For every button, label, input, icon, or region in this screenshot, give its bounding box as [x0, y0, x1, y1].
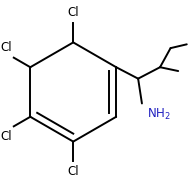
Text: Cl: Cl: [0, 41, 12, 54]
Text: Cl: Cl: [67, 6, 79, 19]
Text: Cl: Cl: [67, 165, 79, 178]
Text: NH$_2$: NH$_2$: [147, 107, 171, 122]
Text: Cl: Cl: [0, 130, 12, 143]
